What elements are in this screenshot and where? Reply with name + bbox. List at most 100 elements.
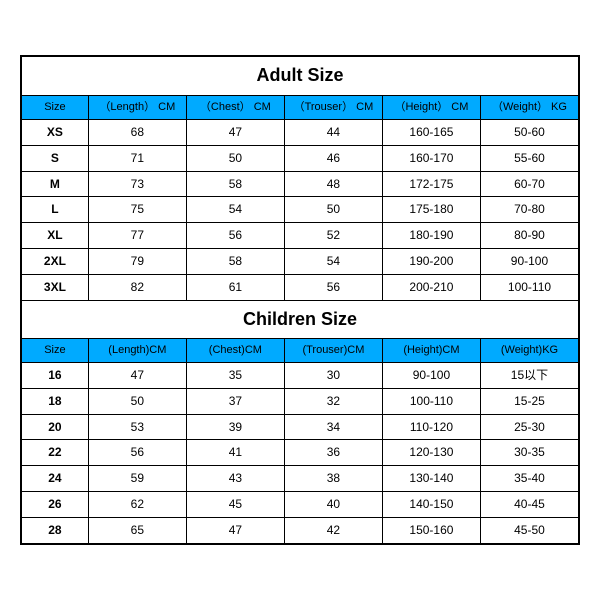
- table-row: 18503732100-11015-25: [22, 388, 579, 414]
- cell: 30: [284, 363, 382, 389]
- cell: 40-45: [480, 492, 578, 518]
- cell: 160-165: [382, 119, 480, 145]
- size-cell: XL: [22, 223, 89, 249]
- cell: 56: [284, 274, 382, 300]
- cell: 35: [186, 363, 284, 389]
- cell: 180-190: [382, 223, 480, 249]
- col-height: (Height)CM: [382, 338, 480, 362]
- size-cell: 3XL: [22, 274, 89, 300]
- cell: 79: [88, 248, 186, 274]
- cell: 190-200: [382, 248, 480, 274]
- cell: 56: [88, 440, 186, 466]
- cell: 48: [284, 171, 382, 197]
- cell: 47: [186, 119, 284, 145]
- children-title-row: Children Size: [22, 300, 579, 338]
- table-row: 2XL795854190-20090-100: [22, 248, 579, 274]
- cell: 172-175: [382, 171, 480, 197]
- table-row: 22564136120-13030-35: [22, 440, 579, 466]
- cell: 47: [88, 363, 186, 389]
- cell: 175-180: [382, 197, 480, 223]
- size-cell: 28: [22, 517, 89, 543]
- table-row: 28654742150-16045-50: [22, 517, 579, 543]
- cell: 52: [284, 223, 382, 249]
- size-cell: 18: [22, 388, 89, 414]
- col-trouser: (Trouser)CM: [284, 338, 382, 362]
- cell: 90-100: [382, 363, 480, 389]
- cell: 34: [284, 414, 382, 440]
- cell: 65: [88, 517, 186, 543]
- size-chart: Adult Size Size （Length） CM （Chest） CM （…: [20, 55, 580, 544]
- cell: 45: [186, 492, 284, 518]
- size-cell: 16: [22, 363, 89, 389]
- cell: 55-60: [480, 145, 578, 171]
- size-cell: 20: [22, 414, 89, 440]
- table-row: 24594338130-14035-40: [22, 466, 579, 492]
- cell: 43: [186, 466, 284, 492]
- col-chest: (Chest)CM: [186, 338, 284, 362]
- cell: 25-30: [480, 414, 578, 440]
- col-length: （Length） CM: [88, 95, 186, 119]
- cell: 54: [284, 248, 382, 274]
- cell: 35-40: [480, 466, 578, 492]
- cell: 68: [88, 119, 186, 145]
- adult-title-row: Adult Size: [22, 57, 579, 95]
- cell: 37: [186, 388, 284, 414]
- cell: 59: [88, 466, 186, 492]
- cell: 50: [284, 197, 382, 223]
- cell: 110-120: [382, 414, 480, 440]
- cell: 47: [186, 517, 284, 543]
- cell: 36: [284, 440, 382, 466]
- cell: 100-110: [480, 274, 578, 300]
- cell: 140-150: [382, 492, 480, 518]
- cell: 50: [186, 145, 284, 171]
- cell: 32: [284, 388, 382, 414]
- table-row: 20533934110-12025-30: [22, 414, 579, 440]
- cell: 90-100: [480, 248, 578, 274]
- cell: 46: [284, 145, 382, 171]
- cell: 15以下: [480, 363, 578, 389]
- col-weight: （Weight） KG: [480, 95, 578, 119]
- cell: 77: [88, 223, 186, 249]
- cell: 42: [284, 517, 382, 543]
- size-cell: M: [22, 171, 89, 197]
- cell: 160-170: [382, 145, 480, 171]
- cell: 71: [88, 145, 186, 171]
- children-title: Children Size: [22, 300, 579, 338]
- table-row: XL775652180-19080-90: [22, 223, 579, 249]
- cell: 150-160: [382, 517, 480, 543]
- table-row: L755450175-18070-80: [22, 197, 579, 223]
- cell: 75: [88, 197, 186, 223]
- size-cell: L: [22, 197, 89, 223]
- col-size: Size: [22, 338, 89, 362]
- cell: 40: [284, 492, 382, 518]
- cell: 45-50: [480, 517, 578, 543]
- cell: 73: [88, 171, 186, 197]
- cell: 58: [186, 171, 284, 197]
- cell: 38: [284, 466, 382, 492]
- cell: 54: [186, 197, 284, 223]
- cell: 130-140: [382, 466, 480, 492]
- cell: 30-35: [480, 440, 578, 466]
- cell: 44: [284, 119, 382, 145]
- cell: 80-90: [480, 223, 578, 249]
- size-cell: 2XL: [22, 248, 89, 274]
- cell: 62: [88, 492, 186, 518]
- size-cell: 26: [22, 492, 89, 518]
- table-row: M735848172-17560-70: [22, 171, 579, 197]
- table-row: 1647353090-10015以下: [22, 363, 579, 389]
- size-cell: XS: [22, 119, 89, 145]
- cell: 100-110: [382, 388, 480, 414]
- table-row: 3XL826156200-210100-110: [22, 274, 579, 300]
- cell: 50-60: [480, 119, 578, 145]
- col-size: Size: [22, 95, 89, 119]
- adult-header-row: Size （Length） CM （Chest） CM （Trouser） CM…: [22, 95, 579, 119]
- cell: 61: [186, 274, 284, 300]
- cell: 120-130: [382, 440, 480, 466]
- col-weight: (Weight)KG: [480, 338, 578, 362]
- cell: 39: [186, 414, 284, 440]
- col-height: （Height） CM: [382, 95, 480, 119]
- cell: 15-25: [480, 388, 578, 414]
- cell: 60-70: [480, 171, 578, 197]
- size-cell: S: [22, 145, 89, 171]
- adult-size-table: Adult Size Size （Length） CM （Chest） CM （…: [21, 56, 579, 543]
